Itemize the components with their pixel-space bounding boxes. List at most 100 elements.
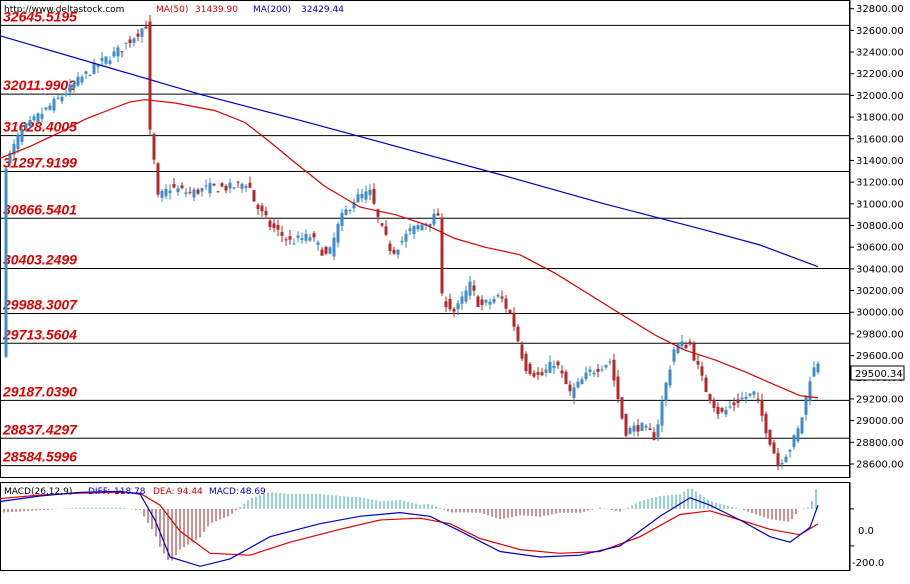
candle-body [320,249,324,256]
candle-body [124,42,128,44]
price-tick-label: 30000.00 [856,308,904,319]
candle-body [528,363,532,374]
candle-body [312,233,316,238]
candle-body [252,190,256,202]
candle-body [228,182,232,189]
ma200-value: 32429.44 [301,5,344,15]
macd-diff-label: DIFF: [88,487,110,497]
candle-body [380,223,384,226]
candle-body [444,301,448,308]
ma50-label: MA(50) [156,5,188,15]
price-tick-label: 32800.00 [856,4,904,15]
candle-body [168,190,172,193]
candle-body [12,143,16,155]
candle-body [308,237,312,241]
candle-body [632,425,636,432]
candle-body [432,213,436,225]
level-label: 32645.5195 [3,8,77,24]
macd-dea-value: 94.44 [177,487,203,497]
candle-body [720,408,724,412]
macd-tick-neg200: -200.0 [852,558,884,569]
level-label: 29988.3007 [2,296,78,312]
price-tick-label: 32600.00 [856,26,904,37]
candle-body [580,379,584,385]
candle-body [736,399,740,404]
price-tick-label: 32400.00 [856,48,904,59]
candle-body [316,242,320,245]
candle-body [608,361,612,363]
candle-body [24,123,28,129]
candle-body [404,233,408,242]
price-tick-label: 30600.00 [856,243,904,254]
candle-body [48,105,52,110]
candle-body [628,428,632,434]
candle-body [660,401,664,426]
candle-body [52,98,56,111]
candle-body [388,243,392,252]
candle-body [20,129,24,143]
candle-body [420,224,424,231]
candle-body [200,188,204,192]
candle-body [256,204,260,209]
candle-body [776,453,780,465]
candle-body [596,369,600,372]
candle-body [784,456,788,463]
candle-body [460,296,464,304]
price-tick-label: 30400.00 [856,264,904,275]
candle-body [148,21,152,130]
candle-body [748,393,752,396]
macd-dea-label: DEA: [153,487,175,497]
candle-body [668,369,672,386]
candle-body [436,213,440,216]
candle-body [728,406,732,408]
level-label: 28837.4297 [2,421,78,437]
candle-body [136,33,140,37]
candle-body [564,371,568,385]
candle-body [352,202,356,209]
candle-body [716,406,720,415]
candle-body [156,163,160,195]
candle-body [456,303,460,310]
ma200-label: MA(200) [253,5,291,15]
candle-body [616,376,620,399]
candle-body [592,372,596,375]
candle-body [344,209,348,215]
candle-body [620,397,624,419]
candle-body [792,435,796,448]
candle-body [68,84,72,93]
macd-macd-value: 48.69 [240,487,266,497]
candle-body [372,188,376,204]
price-tick-label: 31400.00 [856,156,904,167]
candle-body [636,425,640,432]
price-tick-label: 28800.00 [856,438,904,449]
price-axis: 32800.00 32600.00 32400.00 32200.00 32000.00… [850,4,904,470]
candle-body [368,189,372,196]
candle-body [276,224,280,230]
candle-body [680,341,684,347]
candle-body [196,189,200,194]
price-tick-label: 31800.00 [856,113,904,124]
candle-body [808,381,812,401]
site-url: http://www.deltastock.com [4,5,124,15]
candle-body [172,183,176,188]
candle-body [340,212,344,226]
candle-body [512,312,516,327]
candle-body [664,382,668,401]
candle-body [268,220,272,227]
level-label: 32011.9902 [3,77,76,93]
candle-body [700,366,704,376]
candle-body [396,249,400,255]
price-tick-label: 29600.00 [856,351,904,362]
candle-body [176,188,180,193]
candle-body [556,361,560,366]
price-tick-label: 30200.00 [856,286,904,297]
candle-body [676,343,680,353]
price-tick-label: 31600.00 [856,134,904,145]
candle-body [468,281,472,296]
candle-body [516,326,520,342]
candle-body [132,38,136,43]
candle-body [232,187,236,189]
candle-body [180,185,184,189]
macd-diff-line [0,490,819,567]
